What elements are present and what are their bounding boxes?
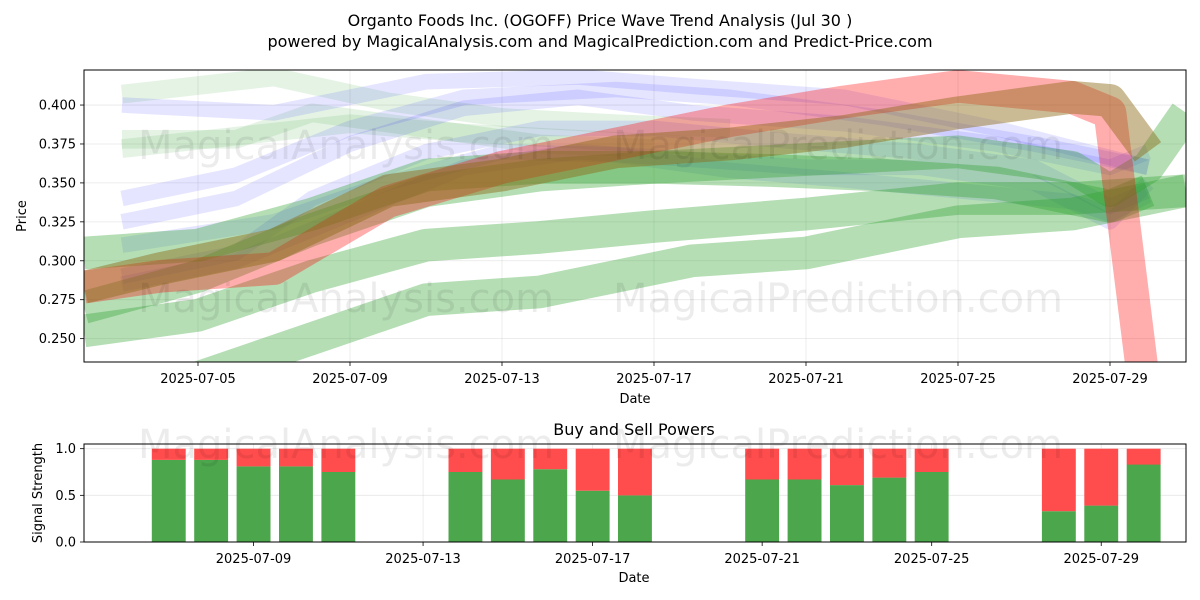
wave-band-green-wave-1 — [120, 70, 731, 138]
sell-bar — [830, 448, 864, 486]
powers-x-tick-label: 2025-07-09 — [216, 552, 292, 567]
wave-band-blue-wave-1 — [121, 70, 1150, 175]
sell-bar — [151, 448, 186, 460]
buy-bar — [279, 466, 313, 542]
wave-band-green-wave-2 — [120, 114, 693, 158]
chart-subtitle: powered by MagicalAnalysis.com and Magic… — [267, 32, 932, 51]
sell-bar — [533, 448, 568, 470]
powers-x-axis-label: Date — [618, 571, 649, 586]
buy-bar — [872, 477, 907, 542]
sell-bar — [618, 448, 652, 496]
wave-band-blue-wave-2 — [120, 81, 1150, 207]
powers-y-tick-label: 0.5 — [55, 489, 76, 504]
price-x-tick-label: 2025-07-09 — [312, 372, 388, 387]
price-x-tick-label: 2025-07-05 — [160, 372, 236, 387]
buy-bar — [787, 479, 822, 542]
price-y-tick-label: 0.325 — [39, 215, 76, 230]
sell-bar — [745, 448, 780, 480]
powers-y-tick-label: 1.0 — [55, 442, 76, 457]
price-y-axis-label: Price — [15, 200, 30, 232]
buy-bar — [321, 472, 356, 542]
wave-band-blue-wave-4 — [120, 120, 1151, 284]
buy-bar — [236, 466, 271, 542]
sell-bar — [872, 448, 907, 478]
price-y-tick-label: 0.300 — [39, 254, 76, 269]
price-y-tick-label: 0.350 — [39, 176, 76, 191]
buy-bar — [1126, 464, 1161, 542]
buy-bar — [745, 479, 780, 542]
sell-bar — [448, 448, 483, 472]
sell-bar — [194, 448, 229, 460]
powers-title: Buy and Sell Powers — [553, 420, 715, 439]
sell-bar — [236, 448, 271, 467]
watermark-analysis-mid: MagicalAnalysis.com — [138, 276, 554, 322]
wave-band-red-wave — [84, 70, 1158, 362]
wave-band-green-wave-5 — [84, 150, 1155, 324]
price-waves — [84, 70, 1186, 362]
buy-bar — [1084, 505, 1119, 542]
buy-bar — [1041, 511, 1076, 542]
watermark-analysis-bottom: MagicalAnalysis.com — [138, 422, 554, 468]
watermark-analysis-top: MagicalAnalysis.com — [138, 123, 554, 169]
buy-bar — [830, 485, 864, 542]
price-y-tick-label: 0.250 — [39, 332, 76, 347]
buy-bar — [490, 479, 525, 542]
price-x-ticks: 2025-07-05 2025-07-09 2025-07-13 2025-07-17… — [160, 362, 1148, 387]
sell-bar — [1084, 448, 1119, 506]
wave-band-green-wave-4 — [84, 103, 1186, 270]
buy-bar — [914, 472, 949, 542]
price-x-tick-label: 2025-07-17 — [616, 372, 692, 387]
powers-x-tick-label: 2025-07-13 — [385, 552, 461, 567]
buy-bar — [618, 495, 652, 542]
sell-bar — [1041, 448, 1076, 512]
watermark-prediction-bottom: MagicalPrediction.com — [613, 422, 1063, 468]
price-x-tick-label: 2025-07-25 — [920, 372, 996, 387]
powers-x-tick-label: 2025-07-25 — [894, 552, 970, 567]
price-x-tick-label: 2025-07-21 — [768, 372, 844, 387]
sell-bar — [914, 448, 949, 472]
powers-y-ticks: 0.0 0.5 1.0 — [55, 442, 84, 551]
buy-bar — [448, 472, 483, 542]
sell-bar — [1126, 448, 1161, 465]
watermark-prediction-mid: MagicalPrediction.com — [613, 276, 1063, 322]
powers-x-tick-label: 2025-07-17 — [555, 552, 631, 567]
wave-band-green-wave-7 — [192, 174, 1186, 362]
powers-y-axis-label: Signal Strength — [31, 443, 46, 543]
sell-bar — [490, 448, 525, 480]
price-y-ticks: 0.250 0.275 0.300 0.325 0.350 0.375 0.400 — [39, 99, 84, 347]
wave-band-blue-wave-3 — [120, 89, 1151, 230]
powers-y-tick-label: 0.0 — [55, 536, 76, 551]
powers-x-tick-label: 2025-07-21 — [724, 552, 800, 567]
sell-bar — [575, 448, 610, 491]
buy-bar — [151, 459, 186, 542]
powers-plot-frame — [83, 443, 1187, 543]
powers-bars — [151, 448, 1161, 542]
price-y-tick-label: 0.400 — [39, 99, 76, 114]
buy-bar — [194, 459, 229, 542]
wave-band-green-wave-6 — [84, 174, 1186, 348]
watermark-prediction-top: MagicalPrediction.com — [613, 123, 1063, 169]
price-x-tick-label: 2025-07-13 — [464, 372, 540, 387]
wave-band-blue-wave-6 — [120, 144, 1154, 292]
price-x-tick-label: 2025-07-29 — [1072, 372, 1148, 387]
powers-x-ticks: 2025-07-09 2025-07-13 2025-07-17 2025-07-21… — [216, 542, 1139, 567]
powers-x-tick-label: 2025-07-29 — [1063, 552, 1139, 567]
buy-bar — [533, 469, 568, 542]
sell-bar — [321, 448, 356, 472]
price-plot-frame — [83, 69, 1187, 363]
wave-band-brown-wave — [84, 80, 1162, 304]
price-grid — [84, 70, 1186, 362]
price-y-tick-label: 0.275 — [39, 293, 76, 308]
chart-title: Organto Foods Inc. (OGOFF) Price Wave Tr… — [348, 11, 853, 30]
buy-bar — [575, 490, 610, 542]
wave-band-green-wave-3 — [122, 103, 655, 158]
price-y-tick-label: 0.375 — [39, 137, 76, 152]
sell-bar — [279, 448, 313, 467]
price-x-axis-label: Date — [619, 392, 650, 407]
wave-band-blue-wave-5 — [120, 144, 1152, 253]
sell-bar — [787, 448, 822, 480]
